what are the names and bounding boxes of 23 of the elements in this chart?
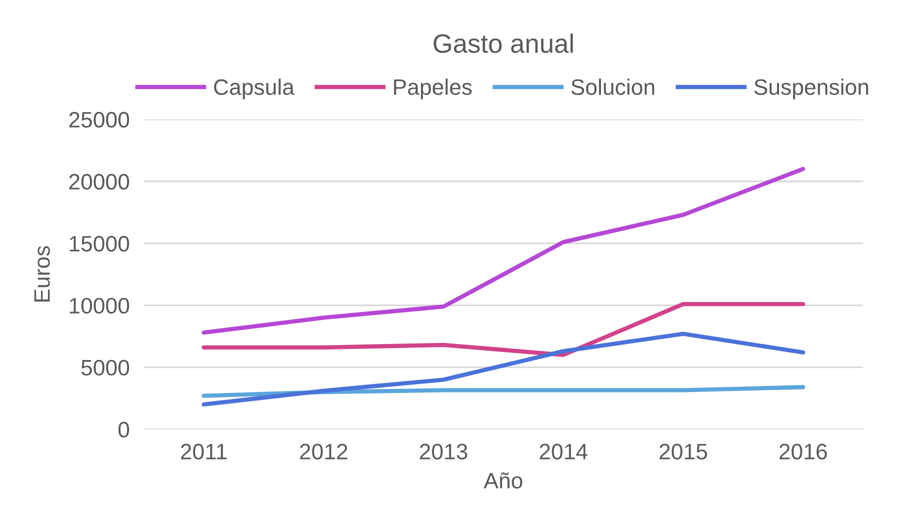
x-tick-label: 2013 [420,444,468,460]
chart-title: Gasto anual [434,34,573,53]
y-tick-label: 25000 [69,112,130,128]
y-tick-label: 10000 [70,298,130,314]
line-series [202,332,806,407]
y-axis-title: Euros [34,246,50,302]
x-tick-label: 2016 [780,444,827,460]
legend-label: Suspension [754,78,868,100]
x-axis-title: Año [484,472,522,489]
legend-label: Papeles [394,78,472,100]
x-tick-label: 2012 [300,444,348,460]
x-tick-label: 2015 [660,444,708,460]
y-tick-label: 0 [118,422,130,438]
x-tick-label: 2011 [180,444,227,460]
line-series [202,302,806,357]
y-tick-label: 5000 [81,360,130,376]
y-tick-label: 15000 [70,236,130,252]
legend-label: Solucion [571,78,654,95]
legend-label: Capsula [214,78,294,100]
y-tick-label: 20000 [69,174,130,190]
line-series [202,385,806,398]
line-series [202,166,806,335]
x-tick-label: 2014 [540,444,588,460]
